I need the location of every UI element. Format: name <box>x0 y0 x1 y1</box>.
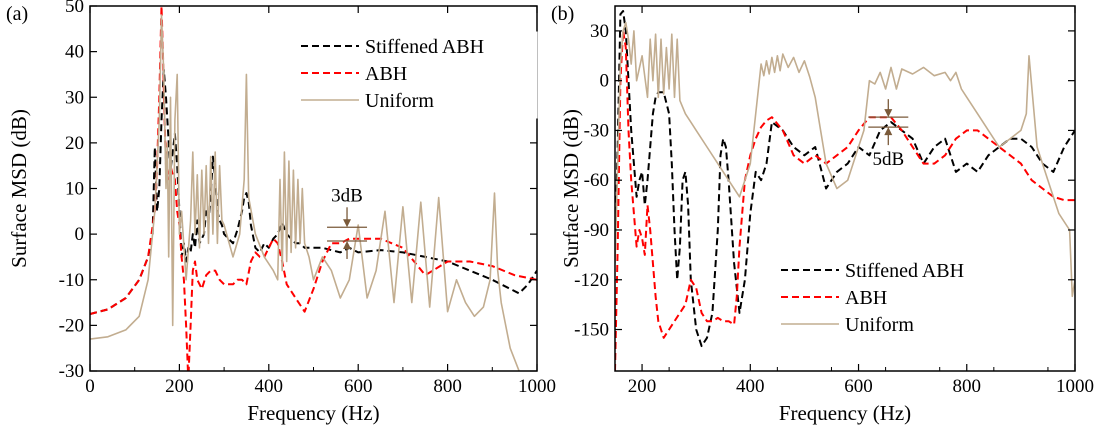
plot-area <box>90 6 537 371</box>
x-tick-label: 0 <box>85 376 95 397</box>
annotation-arrowhead-2 <box>884 127 893 136</box>
plot-frame <box>614 5 1076 372</box>
y-tick-label: -120 <box>574 270 609 291</box>
series-line-stiffened-abh <box>615 10 1075 348</box>
y-tick-label: 30 <box>65 87 84 108</box>
panel-b: 200 400 600 800 1000 -150 -120 -90 -60 -30 0 30 Freq… <box>551 3 1094 425</box>
legend-label: Stiffened ABH <box>845 260 964 282</box>
x-tick-label: 1000 <box>518 376 556 397</box>
annotation-label: 5dB <box>872 149 904 170</box>
legend-label: Uniform <box>365 90 434 112</box>
y-tick-label: 0 <box>600 71 610 92</box>
legend-label: ABH <box>365 63 407 85</box>
y-tick-label: -90 <box>584 220 609 241</box>
annotation-label: 3dB <box>331 185 363 206</box>
legend-label: ABH <box>845 287 887 309</box>
y-tick-label: -10 <box>59 270 84 291</box>
x-tick-label: 1000 <box>1056 376 1094 397</box>
series-line-stiffened-abh <box>90 68 537 315</box>
x-tick-label: 200 <box>165 376 194 397</box>
plot-area <box>615 10 1075 371</box>
y-tick-label: 10 <box>65 179 84 200</box>
y-tick-label: 40 <box>65 42 84 63</box>
legend: Stiffened ABH ABH Uniform <box>294 31 538 119</box>
y-tick-label: -30 <box>584 120 609 141</box>
y-tick-label: -20 <box>59 315 84 336</box>
annotation-arrowhead <box>343 219 352 228</box>
series-line-abh <box>90 6 537 371</box>
panel-label: (b) <box>551 3 574 25</box>
x-tick-label: 600 <box>844 376 873 397</box>
y-tick-label: 20 <box>65 133 84 154</box>
y-axis-title: Surface MSD (dB) <box>559 109 583 268</box>
legend: Stiffened ABH ABH Uniform <box>774 255 1016 343</box>
x-tick-label: 400 <box>255 376 284 397</box>
x-tick-label: 600 <box>344 376 373 397</box>
legend-label: Uniform <box>845 314 914 336</box>
legend-label: Stiffened ABH <box>365 36 484 58</box>
x-tick-label: 800 <box>433 376 462 397</box>
x-tick-label: 200 <box>628 376 657 397</box>
x-tick-label: 800 <box>953 376 982 397</box>
series-line-uniform <box>90 14 521 371</box>
y-tick-label: -60 <box>584 170 609 191</box>
x-axis-title: Frequency (Hz) <box>247 401 379 425</box>
y-tick-label: 50 <box>65 0 84 17</box>
panel-label: (a) <box>6 3 28 25</box>
y-tick-label: -30 <box>59 361 84 382</box>
y-tick-label: 0 <box>75 224 85 245</box>
annotation-arrowhead-2 <box>343 240 352 249</box>
x-tick-label: 400 <box>736 376 765 397</box>
x-axis-title: Frequency (Hz) <box>779 401 911 425</box>
annotation-arrowhead <box>884 109 893 118</box>
y-tick-label: -150 <box>574 320 609 341</box>
panel-a: 0 200 400 600 800 1000 -30 -20 -10 0 10 20 30 40 50 Fre… <box>6 0 556 425</box>
y-tick-label: 30 <box>590 21 609 42</box>
series-line-uniform <box>615 21 1075 298</box>
y-axis-title: Surface MSD (dB) <box>7 109 31 268</box>
